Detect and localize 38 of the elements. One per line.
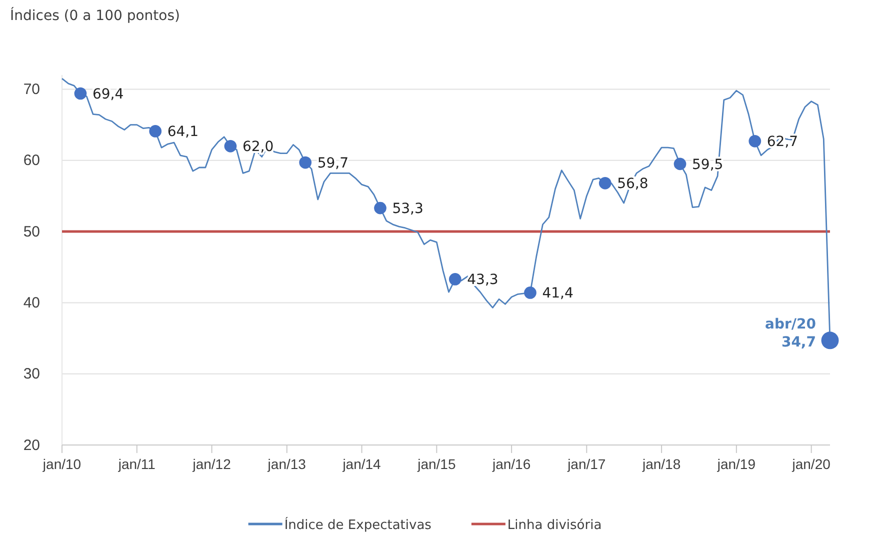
data-label: 69,4 xyxy=(92,86,124,102)
y-tick-label: 40 xyxy=(23,294,40,312)
y-tick-label: 60 xyxy=(23,152,40,170)
data-label: 53,3 xyxy=(392,201,424,218)
legend-label: Linha divisória xyxy=(507,518,602,533)
point xyxy=(149,125,162,138)
legend-label: Índice de Expectativas xyxy=(284,516,432,533)
x-tick-label: jan/12 xyxy=(192,456,232,472)
point xyxy=(748,135,762,148)
point xyxy=(299,156,312,169)
data-label: 59,7 xyxy=(317,156,349,172)
x-tick-label: jan/10 xyxy=(42,456,82,472)
data-label: 64,1 xyxy=(167,124,199,140)
point xyxy=(598,176,612,190)
y-tick-label: 30 xyxy=(23,366,40,383)
x-tick-label: jan/15 xyxy=(416,456,456,472)
chart-title: Índices (0 a 100 pontos) xyxy=(10,7,180,24)
point xyxy=(374,202,386,214)
data-label: 34,7 xyxy=(781,334,816,350)
y-tick-label: 20 xyxy=(23,436,40,454)
y-tick-label: 50 xyxy=(23,223,40,240)
data-label: 62,0 xyxy=(242,139,274,156)
x-tick-label: jan/13 xyxy=(266,456,306,472)
y-tick-label: 70 xyxy=(23,81,40,98)
x-tick-label: jan/16 xyxy=(491,456,531,472)
data-label: 41,4 xyxy=(542,286,574,302)
point xyxy=(524,286,536,299)
point xyxy=(674,158,686,170)
annotation: abr/20 xyxy=(765,316,816,332)
point xyxy=(74,87,87,100)
x-tick-label: jan/20 xyxy=(791,456,831,472)
point xyxy=(224,140,237,152)
x-tick-label: jan/17 xyxy=(566,456,606,472)
point xyxy=(448,273,462,286)
x-tick-label: jan/14 xyxy=(342,456,382,472)
x-tick-label: jan/19 xyxy=(716,456,756,472)
x-tick-label: jan/11 xyxy=(117,456,156,472)
x-tick-label: jan/18 xyxy=(641,456,681,472)
